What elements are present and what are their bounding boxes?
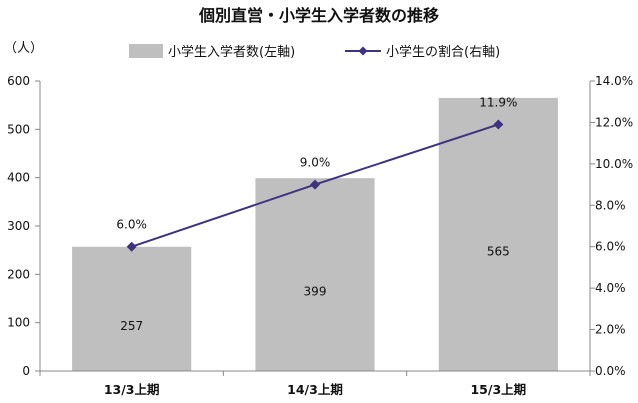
category-label-3: 15/3上期 — [470, 382, 526, 397]
right-tick-label-4: 8.0% — [595, 198, 626, 212]
right-tick-label-0: 0.0% — [595, 364, 626, 378]
bar-value-label-1: 257 — [120, 319, 143, 333]
line-point-1 — [126, 241, 137, 252]
left-axis-unit: （人） — [4, 41, 43, 56]
left-tick-label-3: 300 — [7, 219, 30, 233]
line-value-label-3: 11.9% — [479, 96, 517, 110]
bar-series — [72, 97, 558, 372]
line-value-label-1: 6.0% — [116, 218, 147, 232]
line-point-3 — [493, 119, 504, 130]
right-tick-label-2: 4.0% — [595, 281, 626, 295]
bar-3 — [438, 97, 558, 372]
legend-bar-label: 小学生入学者数(左軸) — [168, 44, 295, 60]
legend: 小学生入学者数(左軸) 小学生の割合(右軸) — [129, 44, 500, 60]
left-tick-label-1: 100 — [7, 316, 30, 330]
category-label-1: 13/3上期 — [104, 382, 160, 397]
bar-value-labels: 257 399 565 — [120, 244, 510, 332]
left-axis-ticks: 0 100 200 300 400 500 600 — [7, 74, 40, 378]
legend-bar-swatch — [129, 44, 163, 58]
line-series — [126, 119, 504, 252]
legend-line-label: 小学生の割合(右軸) — [386, 44, 500, 60]
right-tick-label-3: 6.0% — [595, 240, 626, 254]
left-tick-label-6: 600 — [7, 74, 30, 88]
right-tick-label-7: 14.0% — [595, 74, 633, 88]
bar-1 — [72, 246, 192, 371]
bar-value-label-2: 399 — [304, 285, 327, 299]
bar-value-label-3: 565 — [487, 244, 510, 258]
left-tick-label-2: 200 — [7, 267, 30, 281]
bar-2 — [255, 178, 375, 371]
left-tick-label-5: 500 — [7, 122, 30, 136]
right-axis-ticks: 0.0% 2.0% 4.0% 6.0% 8.0% 10.0% 12.0% 14.0% — [590, 74, 633, 378]
line-point-2 — [310, 179, 320, 190]
chart-title: 個別直営・小学生入学者数の推移 — [198, 6, 439, 25]
right-tick-label-1: 2.0% — [595, 323, 626, 337]
line-value-labels: 6.0% 9.0% 11.9% — [116, 96, 517, 232]
line-value-label-2: 9.0% — [300, 156, 331, 170]
left-tick-label-4: 400 — [7, 171, 30, 185]
right-tick-label-5: 10.0% — [595, 157, 633, 171]
left-tick-label-0: 0 — [22, 364, 30, 378]
category-axis-ticks: 13/3上期 14/3上期 15/3上期 — [39, 371, 591, 397]
legend-line-marker — [358, 46, 368, 56]
category-label-2: 14/3上期 — [287, 382, 343, 397]
right-tick-label-6: 12.0% — [595, 115, 633, 129]
